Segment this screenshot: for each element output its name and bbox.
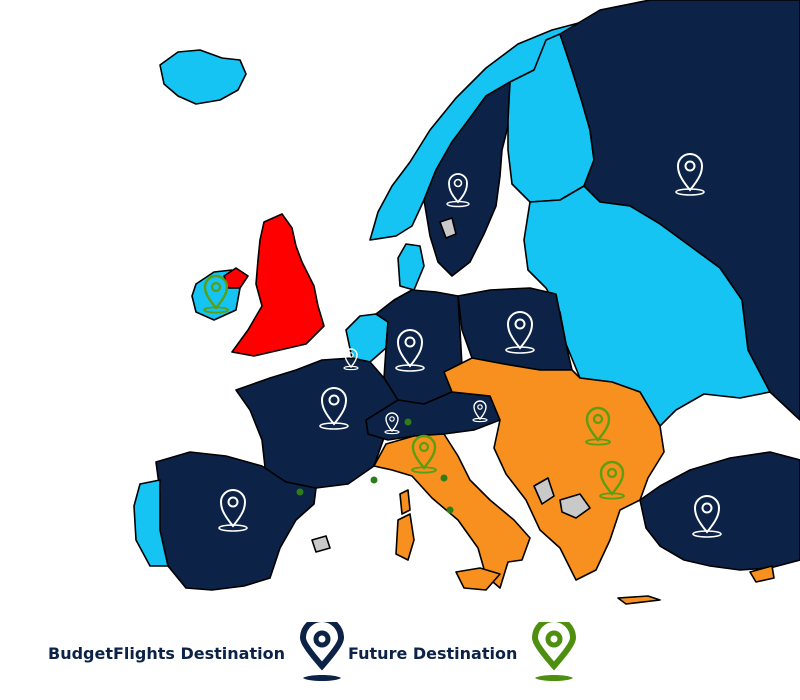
region-neutral-2 bbox=[559, 493, 591, 519]
map-pin-icon[interactable] bbox=[599, 460, 625, 500]
legend-future-label: Future Destination bbox=[348, 643, 518, 663]
legend-budgetflights: BudgetFlights Destination bbox=[48, 618, 345, 688]
region-turkey bbox=[639, 451, 800, 571]
region-united-kingdom bbox=[231, 213, 325, 357]
region-poland bbox=[457, 287, 573, 371]
region-neutral-1 bbox=[533, 477, 555, 505]
region-crete bbox=[617, 595, 661, 605]
future-city-dot bbox=[446, 506, 454, 514]
region-iceland bbox=[159, 49, 247, 105]
map-pin-icon bbox=[532, 622, 577, 681]
region-neutral-4 bbox=[311, 535, 331, 553]
future-city-dot bbox=[440, 474, 448, 482]
future-city-dot bbox=[296, 488, 304, 496]
region-benelux bbox=[345, 313, 389, 363]
region-cyprus bbox=[749, 565, 775, 583]
map-pin-icon[interactable] bbox=[384, 412, 400, 435]
map-pin-icon[interactable] bbox=[505, 311, 535, 354]
region-portugal bbox=[133, 479, 169, 567]
legend-budgetflights-label: BudgetFlights Destination bbox=[48, 643, 285, 663]
map-pin-icon[interactable] bbox=[203, 274, 229, 314]
region-denmark bbox=[397, 243, 425, 291]
legend-future: Future Destination bbox=[348, 618, 577, 688]
region-sardinia bbox=[395, 513, 415, 561]
map-pin-icon[interactable] bbox=[319, 387, 349, 430]
region-corsica bbox=[399, 489, 411, 515]
map-pin-icon[interactable] bbox=[343, 348, 359, 371]
region-sicily bbox=[455, 567, 501, 591]
map-pin-icon[interactable] bbox=[585, 406, 611, 446]
future-city-dot bbox=[404, 418, 412, 426]
map-pin-icon[interactable] bbox=[218, 489, 248, 532]
map-pin-icon[interactable] bbox=[675, 153, 705, 196]
europe-map bbox=[133, 0, 800, 605]
region-neutral-3 bbox=[439, 217, 457, 239]
map-pin-icon[interactable] bbox=[446, 173, 470, 208]
map-pin-icon[interactable] bbox=[411, 434, 437, 474]
map-pin-icon bbox=[299, 622, 344, 681]
map-pin-icon[interactable] bbox=[692, 495, 722, 538]
region-alpine bbox=[365, 391, 501, 441]
map-pin-icon[interactable] bbox=[395, 329, 425, 372]
map-pin-icon[interactable] bbox=[472, 400, 488, 423]
future-city-dot bbox=[370, 476, 378, 484]
